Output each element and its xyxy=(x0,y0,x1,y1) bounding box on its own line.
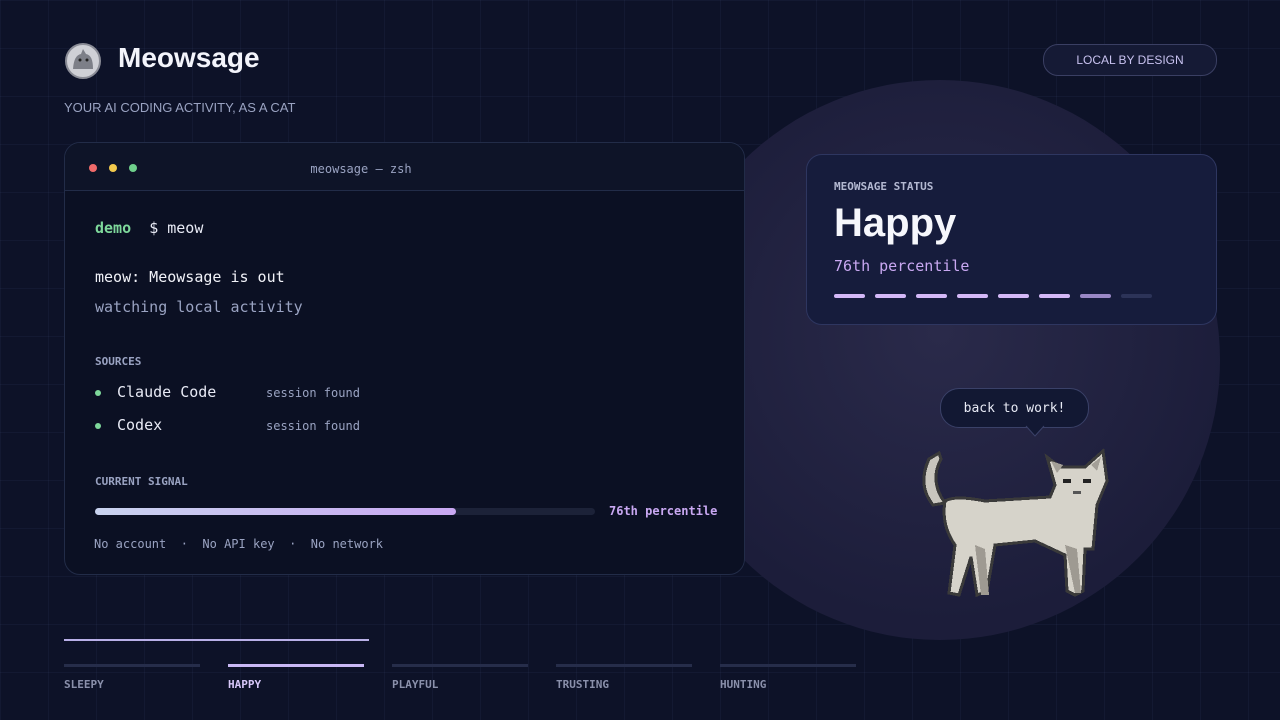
maximize-dot xyxy=(129,164,137,172)
meter-dash xyxy=(1080,294,1111,298)
window-title: meowsage — zsh xyxy=(310,162,412,176)
tab[interactable]: TRUSTING xyxy=(556,664,692,704)
sources-heading: SOURCES xyxy=(95,355,142,368)
tab-bar xyxy=(64,664,200,667)
command: meow xyxy=(167,219,204,237)
terminal-window: meowsage — zsh demo $ meow meow: Meowsag… xyxy=(64,142,745,575)
tab-active[interactable]: HAPPY xyxy=(228,664,364,704)
terminal-header: meowsage — zsh xyxy=(65,143,744,191)
output: meow: Meowsage is out xyxy=(95,268,285,286)
footer-item: No account xyxy=(94,537,167,551)
meter-dash xyxy=(1121,294,1152,298)
tab-progress xyxy=(64,639,369,641)
meter-dash xyxy=(1039,294,1070,298)
meter-dash xyxy=(957,294,988,298)
tab-bar xyxy=(392,664,528,667)
meter-dash xyxy=(834,294,865,298)
source-dot xyxy=(95,390,101,396)
tab-bar xyxy=(720,664,856,667)
source-status: session found xyxy=(266,386,360,400)
footer-item: No API key xyxy=(202,537,275,551)
speech-bubble: back to work! xyxy=(940,388,1089,428)
signal-fill xyxy=(95,508,456,515)
bubble-tail xyxy=(1025,425,1045,437)
source-name: Claude Code xyxy=(117,383,217,401)
tab-label: TRUSTING xyxy=(556,678,609,691)
mood: Happy xyxy=(834,201,957,245)
signal-label: 76th percentile xyxy=(609,504,718,518)
tab-label: HAPPY xyxy=(228,678,262,691)
signal-heading: CURRENT SIGNAL xyxy=(95,475,188,488)
status-card: MEOWSAGE STATUS Happy 76th percentile xyxy=(806,154,1217,325)
meter-dash xyxy=(875,294,906,298)
prompt-user: demo xyxy=(95,219,132,237)
source-dot xyxy=(95,423,101,429)
status-heading: MEOWSAGE STATUS xyxy=(834,180,934,193)
tab[interactable]: SLEEPY xyxy=(64,664,200,704)
source-status: session found xyxy=(266,419,360,433)
badge: LOCAL BY DESIGN xyxy=(1043,44,1217,76)
separator: · xyxy=(289,537,297,551)
footer-item: No network xyxy=(310,537,384,551)
percentile: 76th percentile xyxy=(834,257,970,275)
separator: · xyxy=(180,537,188,551)
meter-dash xyxy=(998,294,1029,298)
output-note: watching local activity xyxy=(95,298,303,316)
meter-dash xyxy=(916,294,947,298)
prompt-symbol: $ xyxy=(149,219,159,237)
source-name: Codex xyxy=(117,416,163,434)
close-dot xyxy=(89,164,97,172)
logo xyxy=(65,43,101,79)
pixel-cat xyxy=(922,448,1109,598)
tab-label: SLEEPY xyxy=(64,678,104,691)
signal-track xyxy=(95,508,595,515)
app-title: Meowsage xyxy=(118,42,260,73)
tab[interactable]: PLAYFUL xyxy=(392,664,528,704)
footer: No account · No API key · No network xyxy=(94,537,383,551)
tab-bar xyxy=(556,664,692,667)
app-subtitle: YOUR AI CODING ACTIVITY, AS A CAT xyxy=(64,100,296,115)
prompt-line: demo $ meow xyxy=(95,219,203,237)
tab-bar xyxy=(228,664,364,667)
tab-label: PLAYFUL xyxy=(392,678,439,691)
minimize-dot xyxy=(109,164,117,172)
tab-label: HUNTING xyxy=(720,678,767,691)
tab[interactable]: HUNTING xyxy=(720,664,856,704)
